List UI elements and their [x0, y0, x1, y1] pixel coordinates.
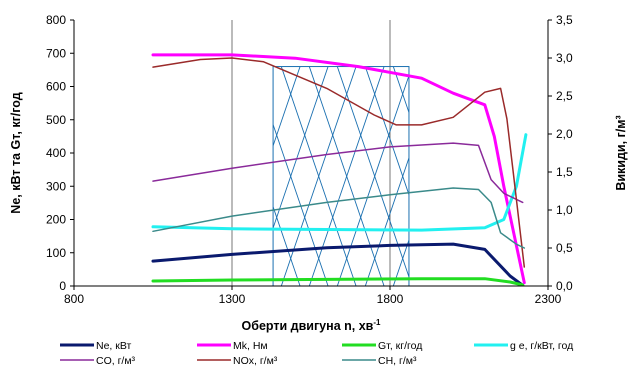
hatch-line	[280, 66, 357, 286]
hatch-line	[113, 67, 188, 286]
y-left-tick-label: 100	[46, 246, 66, 260]
hatch-line	[421, 67, 496, 286]
y-left-tick-label: 500	[46, 113, 66, 127]
hatch-line	[113, 67, 188, 286]
y-axis-title-right: Викиди, г/м³	[614, 115, 628, 190]
y-right-tick-label: 2,0	[556, 127, 573, 141]
legend-item-co: CO, г/м³	[60, 355, 136, 367]
hatch-line	[57, 67, 132, 286]
hatch-line	[273, 66, 301, 148]
y-left-tick-label: 300	[46, 179, 66, 193]
x-axis-title-sup: -1	[373, 318, 381, 327]
hatch-line	[364, 66, 409, 197]
series-layer	[151, 53, 528, 286]
series-line-g	[151, 277, 525, 286]
series-line-co	[152, 142, 524, 204]
legend-label: Gт, кг/год	[378, 340, 422, 352]
legend-item-g-e: g e, г/кВт, год	[474, 340, 573, 352]
series-line-mk	[151, 53, 526, 285]
x-tick-label: 1300	[219, 292, 246, 306]
y-axis-title-left: Ne, кВт та Gт, кг/год	[9, 92, 23, 213]
shaded-region	[29, 66, 636, 286]
x-axis-title-main: Оберти двигуна n, хв	[242, 319, 374, 333]
y-right-tick-label: 3,5	[556, 13, 573, 27]
legend-item-mk: Mk, Нм	[197, 340, 268, 352]
x-tick-label: 1800	[377, 292, 404, 306]
legend-label: Ne, кВт	[96, 340, 132, 352]
hatch-line	[392, 238, 409, 286]
hatch-line	[589, 67, 636, 286]
legend-label: g e, г/кВт, год	[510, 340, 573, 352]
hatch-line	[29, 67, 104, 286]
hatch-line	[392, 66, 409, 114]
hatch-line	[85, 67, 160, 286]
hatch-line	[57, 67, 132, 286]
hatch-line	[85, 67, 160, 286]
y-left-tick-label: 800	[46, 13, 66, 27]
legend-item-ch: CH, г/м³	[342, 355, 417, 367]
hatch-lines	[29, 66, 636, 286]
legend-label: CO, г/м³	[96, 355, 136, 367]
y-right-tick-label: 2,5	[556, 89, 573, 103]
series-line-g-e	[151, 133, 528, 232]
series-line-nox	[152, 57, 526, 268]
series-line-ch	[152, 187, 526, 249]
x-tick-label: 800	[64, 292, 84, 306]
x-axis-title: Оберти двигуна n, хв-1	[242, 318, 381, 333]
y-right-tick-label: 1,5	[556, 165, 573, 179]
y-right-tick-label: 0,5	[556, 241, 573, 255]
legend-item-nox: NOx, г/м³	[197, 355, 278, 367]
hatch-line	[29, 67, 104, 286]
legend-label: Mk, Нм	[233, 340, 268, 352]
hatch-line	[421, 67, 496, 286]
y-left-tick-label: 400	[46, 146, 66, 160]
shaded-region-border	[272, 66, 410, 286]
tick-labels: 0 100 200 300 400 500 600 700 800 0,0 0,5 1,0 1,5 2,0…	[46, 13, 573, 306]
hatch-line	[336, 66, 409, 279]
legend-item-g: Gт, кг/год	[342, 340, 422, 352]
series-line-ne	[151, 242, 525, 286]
hatch-line	[308, 66, 385, 286]
legend: Ne, кВт Mk, Нм Gт, кг/год g e, г/кВт, год CO…	[60, 340, 573, 367]
legend-label: CH, г/м³	[378, 355, 417, 367]
y-left-tick-label: 200	[46, 213, 66, 227]
legend-item-ne: Ne, кВт	[60, 340, 132, 352]
y-right-tick-label: 3,0	[556, 51, 573, 65]
x-tick-label: 2300	[535, 292, 562, 306]
y-left-tick-label: 700	[46, 46, 66, 60]
hatch-line	[589, 67, 636, 286]
y-left-tick-label: 0	[59, 279, 66, 293]
y-right-tick-label: 1,0	[556, 203, 573, 217]
legend-label: NOx, г/м³	[233, 355, 278, 367]
y-right-tick-label: 0,0	[556, 279, 573, 293]
y-left-tick-label: 600	[46, 80, 66, 94]
